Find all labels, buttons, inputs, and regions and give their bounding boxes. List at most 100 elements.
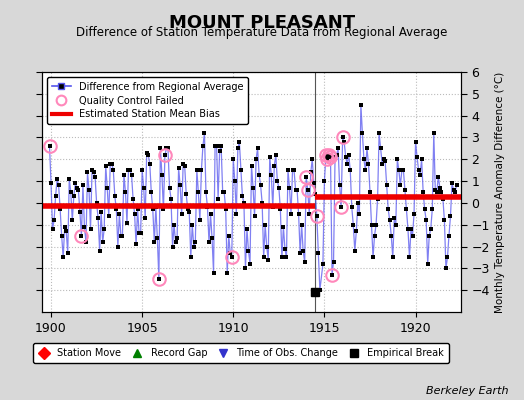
Point xyxy=(143,150,151,156)
Point xyxy=(174,165,183,171)
Point xyxy=(100,226,108,232)
Point xyxy=(374,195,382,202)
Point xyxy=(379,156,388,162)
Point xyxy=(94,215,102,221)
Point xyxy=(313,213,321,219)
Point xyxy=(402,206,411,213)
Point xyxy=(331,154,339,160)
Point xyxy=(275,184,283,191)
Point xyxy=(127,171,136,178)
Point xyxy=(404,226,412,232)
Point xyxy=(53,176,61,182)
Point xyxy=(130,211,139,217)
Point xyxy=(191,239,200,245)
Point xyxy=(77,232,85,239)
Point xyxy=(334,145,342,152)
Point xyxy=(227,254,236,261)
Point xyxy=(430,130,438,136)
Point xyxy=(168,243,177,250)
Point xyxy=(361,167,369,173)
Point xyxy=(159,206,168,213)
Point xyxy=(194,189,203,195)
Point xyxy=(449,187,457,193)
Point xyxy=(223,270,232,276)
Point xyxy=(109,167,117,173)
Point xyxy=(452,182,461,189)
Point xyxy=(354,200,362,206)
Point xyxy=(445,232,453,239)
Point xyxy=(413,154,421,160)
Point xyxy=(150,239,159,245)
Point xyxy=(310,180,318,186)
Point xyxy=(340,139,348,145)
Point xyxy=(261,222,269,228)
Text: Difference of Station Temperature Data from Regional Average: Difference of Station Temperature Data f… xyxy=(77,26,447,39)
Point xyxy=(308,156,316,162)
Point xyxy=(73,184,81,191)
Point xyxy=(135,230,143,237)
Point xyxy=(219,189,227,195)
Point xyxy=(370,232,379,239)
Point xyxy=(91,174,99,180)
Point xyxy=(58,232,66,239)
Point xyxy=(300,259,309,265)
Point xyxy=(298,222,306,228)
Point xyxy=(185,208,193,215)
Point xyxy=(249,184,257,191)
Point xyxy=(88,167,96,173)
Point xyxy=(323,156,332,162)
Point xyxy=(50,217,58,224)
Point xyxy=(217,143,225,149)
Point xyxy=(305,211,313,217)
Point xyxy=(155,276,163,282)
Point xyxy=(427,226,435,232)
Point xyxy=(269,204,277,210)
Point xyxy=(384,206,392,213)
Y-axis label: Monthly Temperature Anomaly Difference (°C): Monthly Temperature Anomaly Difference (… xyxy=(496,71,506,313)
Point xyxy=(107,160,116,167)
Point xyxy=(375,130,383,136)
Point xyxy=(411,139,420,145)
Point xyxy=(278,254,286,261)
Point xyxy=(433,189,441,195)
Point xyxy=(178,211,186,217)
Point xyxy=(144,152,152,158)
Point xyxy=(279,224,288,230)
Point xyxy=(170,222,178,228)
Point xyxy=(199,143,207,149)
Point xyxy=(62,228,70,234)
Point xyxy=(448,180,456,186)
Point xyxy=(190,243,198,250)
Point xyxy=(271,152,280,158)
Point xyxy=(156,145,165,152)
Point xyxy=(208,235,216,241)
Point xyxy=(396,182,405,189)
Point xyxy=(255,171,264,178)
Point xyxy=(352,228,361,234)
Point xyxy=(435,184,444,191)
Point xyxy=(153,235,161,241)
Point xyxy=(222,206,230,213)
Point xyxy=(200,130,209,136)
Point xyxy=(428,206,436,213)
Point xyxy=(79,182,87,189)
Point xyxy=(246,261,254,267)
Point xyxy=(319,261,327,267)
Point xyxy=(372,222,380,228)
Point xyxy=(434,174,443,180)
Point xyxy=(167,195,175,202)
Point xyxy=(206,211,215,217)
Point xyxy=(407,226,415,232)
Point xyxy=(378,160,386,167)
Point xyxy=(187,254,195,261)
Point xyxy=(302,174,310,180)
Point xyxy=(151,204,160,210)
Point xyxy=(337,204,345,210)
Point xyxy=(247,163,256,169)
Point xyxy=(65,176,73,182)
Point xyxy=(239,200,248,206)
Point xyxy=(367,222,376,228)
Point xyxy=(70,193,78,200)
Point xyxy=(103,184,112,191)
Point xyxy=(118,232,127,239)
